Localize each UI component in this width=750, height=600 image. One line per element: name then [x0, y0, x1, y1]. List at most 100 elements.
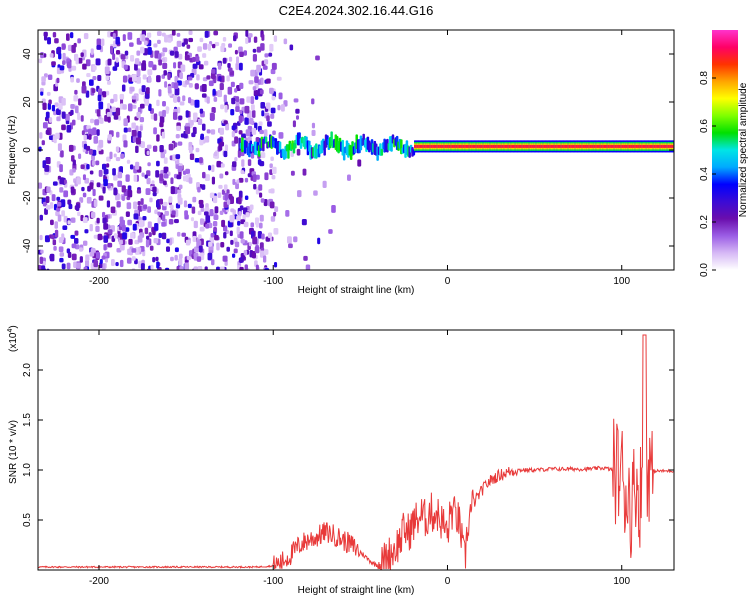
heatmap-cell-780 — [71, 253, 77, 261]
heatmap-cell-1377 — [237, 220, 241, 226]
heatmap-cell-1566 — [432, 144, 435, 148]
heatmap-cell-1054 — [234, 49, 238, 55]
heatmap-cell-1337 — [76, 177, 81, 185]
heatmap-cell-1826 — [522, 144, 525, 148]
heatmap-cell-702 — [86, 163, 90, 170]
heatmap-cell-942 — [293, 236, 298, 243]
heatmap-cell-1674 — [469, 144, 472, 148]
heatmap-cell-147 — [149, 197, 153, 203]
heatmap-cell-764 — [59, 257, 64, 263]
heatmap-cell-1182 — [105, 90, 110, 96]
snr-x-label: Height of straight line (km) — [298, 585, 415, 596]
heatmap-cell-2186 — [648, 144, 651, 148]
heatmap-cell-914 — [220, 104, 224, 110]
heatmap-cell-1300 — [131, 256, 136, 261]
heatmap-cell-1806 — [515, 144, 518, 148]
heatmap-cell-1348 — [113, 233, 118, 239]
heatmap-cell-1562 — [430, 144, 433, 148]
heatmap-cell-675 — [42, 201, 48, 207]
heatmap-cell-49 — [296, 148, 301, 156]
heatmap-cell-432 — [147, 46, 152, 55]
heatmap-cell-1598 — [443, 144, 446, 148]
heatmap-cell-1318 — [53, 135, 57, 144]
heatmap-cell-250 — [114, 61, 120, 68]
heatmap-cell-1658 — [464, 144, 467, 148]
heatmap-cell-2010 — [586, 144, 590, 148]
heatmap-cell-769 — [311, 129, 316, 137]
heatmap-cell-1946 — [564, 144, 567, 148]
heatmap-cell-609 — [93, 266, 99, 270]
y-tick-label-4: 40 — [22, 48, 33, 60]
heatmap-cell-617 — [322, 180, 327, 189]
heatmap-cell-787 — [260, 101, 266, 109]
heatmap-cell-560 — [185, 168, 190, 175]
heatmap-cell-1005 — [286, 236, 292, 244]
heatmap-cell-1176 — [174, 247, 179, 253]
heatmap-cell-1383 — [245, 37, 249, 44]
heatmap-cell-1358 — [261, 33, 265, 41]
heatmap-cell-483 — [97, 74, 102, 82]
heatmap-cell-805 — [159, 145, 164, 153]
heatmap-cell-816 — [239, 190, 243, 199]
heatmap-cell-1327 — [147, 69, 153, 76]
heatmap-cell-476 — [195, 147, 200, 153]
heatmap-cell-261 — [74, 230, 79, 236]
heatmap-cell-1154 — [244, 105, 250, 114]
heatmap-cell-257 — [92, 188, 96, 197]
heatmap-cell-1074 — [239, 51, 244, 57]
heatmap-cell-635 — [222, 57, 227, 64]
heatmap-cell-404 — [73, 95, 79, 102]
heatmap-cell-1253 — [183, 38, 188, 45]
heatmap-cell-1280 — [208, 165, 212, 171]
heatmap-cell-993 — [122, 104, 127, 110]
heatmap-cell-643 — [155, 170, 160, 178]
heatmap-cell-949 — [182, 95, 186, 102]
heatmap-cell-1290 — [267, 232, 273, 239]
heatmap-cell-1101 — [231, 125, 236, 131]
heatmap-cell-936 — [115, 57, 119, 63]
heatmap-cell-564 — [63, 190, 69, 198]
heatmap-cell-380 — [41, 81, 46, 86]
heatmap-cell-2114 — [623, 144, 626, 148]
heatmap-cell-1954 — [567, 144, 570, 148]
heatmap-cell-1075 — [71, 65, 77, 71]
heatmap-cell-992 — [49, 253, 55, 262]
heatmap-cell-1312 — [115, 262, 119, 267]
heatmap-cell-475 — [48, 99, 52, 105]
heatmap-cell-937 — [96, 109, 101, 117]
heatmap-cell-1177 — [152, 191, 157, 197]
heatmap-cell-1117 — [197, 186, 201, 193]
heatmap-cell-537 — [199, 138, 204, 146]
heatmap-cell-857 — [256, 46, 262, 53]
heatmap-cell-590 — [259, 250, 265, 258]
heatmap-cell-1654 — [462, 144, 466, 148]
heatmap-cell-777 — [254, 95, 259, 100]
heatmap-cell-377 — [218, 184, 223, 189]
heatmap-cell-2086 — [613, 144, 616, 148]
heatmap-cell-1247 — [141, 85, 146, 92]
heatmap-cell-976 — [264, 172, 269, 181]
heatmap-cell-438 — [107, 102, 111, 110]
heatmap-cell-1193 — [145, 87, 150, 95]
heatmap-cell-1938 — [561, 144, 564, 148]
heatmap-cell-1119 — [240, 238, 245, 244]
heatmap-cell-131 — [139, 116, 145, 123]
heatmap-cell-1850 — [531, 144, 534, 148]
heatmap-cell-265 — [269, 87, 274, 94]
heatmap-cell-723 — [146, 170, 151, 177]
snr-y-multiplier-base: (x10 — [8, 332, 19, 352]
heatmap-cell-512 — [48, 135, 54, 141]
heatmap-cell-849 — [98, 195, 104, 201]
heatmap-cell-1339 — [202, 171, 206, 179]
figure-title: C2E4.2024.302.16.44.G16 — [279, 3, 434, 18]
heatmap-cell-941 — [154, 222, 159, 231]
heatmap-cell-947 — [106, 111, 112, 117]
heatmap-cell-1279 — [146, 235, 150, 240]
heatmap-cell-225 — [211, 176, 216, 185]
heatmap-cell-1846 — [529, 144, 532, 148]
heatmap-cell-354 — [60, 150, 64, 158]
heatmap-cell-1351 — [139, 46, 145, 54]
heatmap-cell-1065 — [122, 34, 126, 42]
heatmap-cell-980 — [68, 203, 73, 210]
heatmap-cell-1322 — [61, 97, 66, 106]
